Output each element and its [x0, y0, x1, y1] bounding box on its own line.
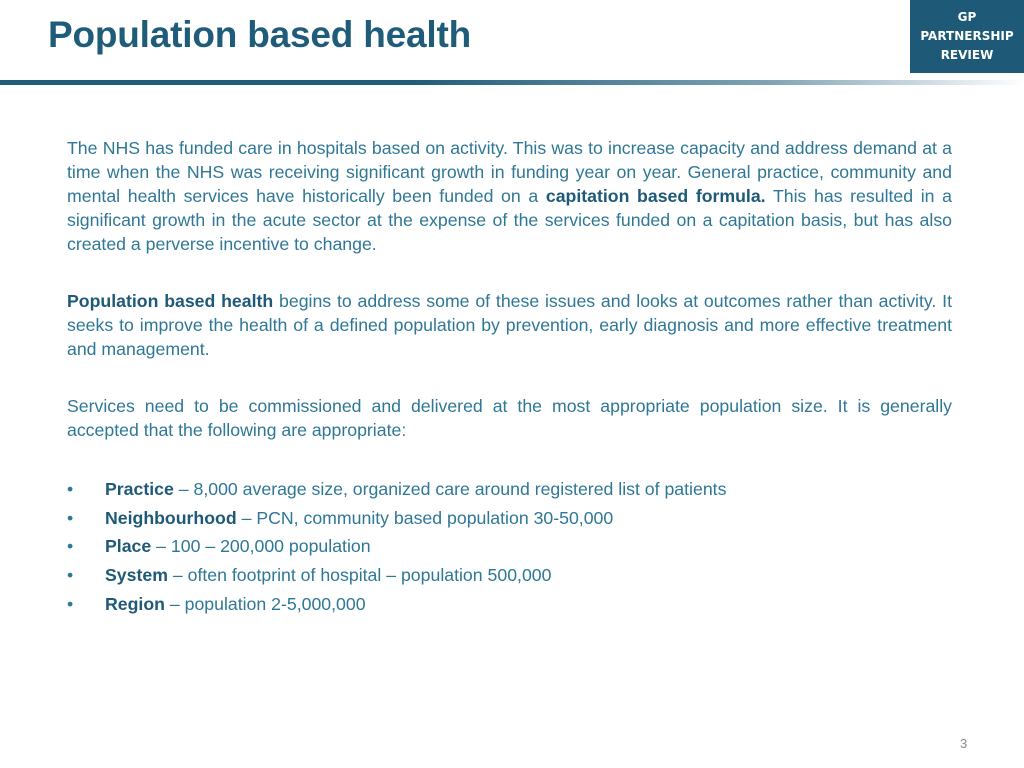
population-size-list: • Practice – 8,000 average size, organize…: [67, 475, 952, 619]
list-item: • System – often footprint of hospital – …: [67, 561, 952, 590]
badge-line-3: REVIEW: [940, 48, 994, 62]
slide-body: The NHS has funded care in hospitals bas…: [67, 136, 952, 619]
bullet-icon: •: [67, 507, 74, 528]
badge-line-1: GP: [957, 10, 977, 24]
intro-paragraph: The NHS has funded care in hospitals bas…: [67, 136, 952, 256]
list-item-desc: – PCN, community based population 30-50,…: [236, 507, 614, 528]
services-paragraph: Services need to be commissioned and del…: [67, 396, 952, 440]
list-item: • Practice – 8,000 average size, organize…: [67, 475, 952, 504]
gp-partnership-review-badge: GP PARTNERSHIP REVIEW: [910, 0, 1024, 73]
intro-text-c: This has resulted in a significant growt…: [67, 186, 952, 254]
intro-text-a: The NHS has funded care in hospitals bas…: [67, 138, 952, 206]
list-item-desc: – often footprint of hospital – populati…: [167, 565, 552, 586]
population-health-term: Population based health: [67, 291, 274, 311]
list-item-desc: – population 2-5,000,000: [164, 593, 366, 614]
list-item: • Neighbourhood – PCN, community based po…: [67, 504, 952, 533]
intro-text-bold: capitation based formula.: [545, 186, 766, 206]
bullet-icon: •: [67, 593, 74, 614]
bullet-icon: •: [67, 479, 74, 499]
badge-line-2: PARTNERSHIP: [920, 29, 1014, 43]
bullet-icon: •: [67, 565, 74, 586]
population-health-paragraph: Population based health begins to addres…: [67, 289, 952, 361]
list-item-desc: – 100 – 200,000 population: [151, 536, 371, 557]
list-item: • Place – 100 – 200,000 population: [67, 532, 952, 561]
population-health-text: begins to address some of these issues a…: [67, 291, 952, 359]
list-item-desc: – 8,000 average size, organized care aro…: [173, 479, 727, 499]
list-item: • Region – population 2-5,000,000: [67, 590, 952, 619]
title-divider: [0, 80, 1024, 85]
page-number: 3: [960, 736, 968, 751]
slide-title: Population based health: [48, 14, 471, 55]
list-item-term: Place: [105, 536, 152, 557]
list-item-term: System: [105, 565, 168, 586]
list-item-term: Practice: [105, 479, 174, 499]
list-item-term: Neighbourhood: [105, 507, 237, 528]
bullet-icon: •: [67, 536, 74, 557]
list-item-term: Region: [105, 593, 165, 614]
